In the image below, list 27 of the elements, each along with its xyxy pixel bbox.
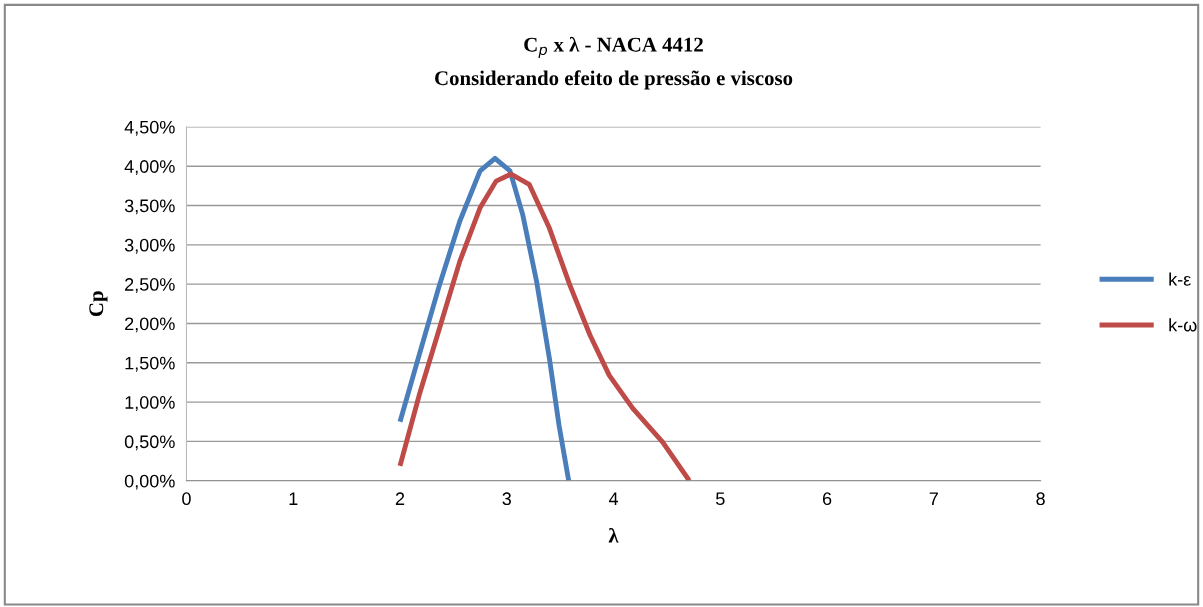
y-tick-label: 1,00% — [125, 396, 175, 411]
x-tick-label: 1 — [289, 492, 298, 505]
y-tick-label: 2,50% — [125, 278, 175, 293]
x-tick-label: 8 — [1036, 492, 1045, 506]
line-series — [397, 171, 692, 481]
chart-title: C$_{p}$ x λ - NACA 4412 — [524, 36, 703, 58]
x-tick-label: 2 — [395, 492, 405, 505]
x-axis-title: λ — [608, 527, 619, 543]
y-tick-label: 0,50% — [124, 435, 175, 451]
legend-label: k-ω — [1169, 318, 1197, 332]
y-tick-label: 4,50% — [124, 120, 175, 136]
y-tick-label: 1,50% — [125, 356, 175, 372]
x-tick-label: 4 — [608, 492, 619, 505]
x-tick-label: 6 — [822, 492, 832, 506]
y-tick-label: 0,00% — [124, 474, 175, 490]
y-tick-label: 2,00% — [125, 317, 175, 333]
y-tick-label: 3,50% — [124, 199, 175, 215]
x-tick-label: 0 — [182, 492, 191, 506]
x-tick-label: 5 — [716, 492, 725, 506]
legend-label: k-ε — [1169, 272, 1191, 286]
y-tick-label: 4,00% — [124, 160, 175, 176]
x-tick-label: 3 — [502, 492, 511, 506]
line-series — [397, 155, 572, 481]
y-axis-title: Cp — [89, 291, 108, 317]
y-tick-label: 3,00% — [124, 238, 175, 254]
chart-subtitle: Considerando efeito de pressão e viscoso — [435, 70, 793, 90]
x-tick-label: 7 — [929, 492, 938, 505]
